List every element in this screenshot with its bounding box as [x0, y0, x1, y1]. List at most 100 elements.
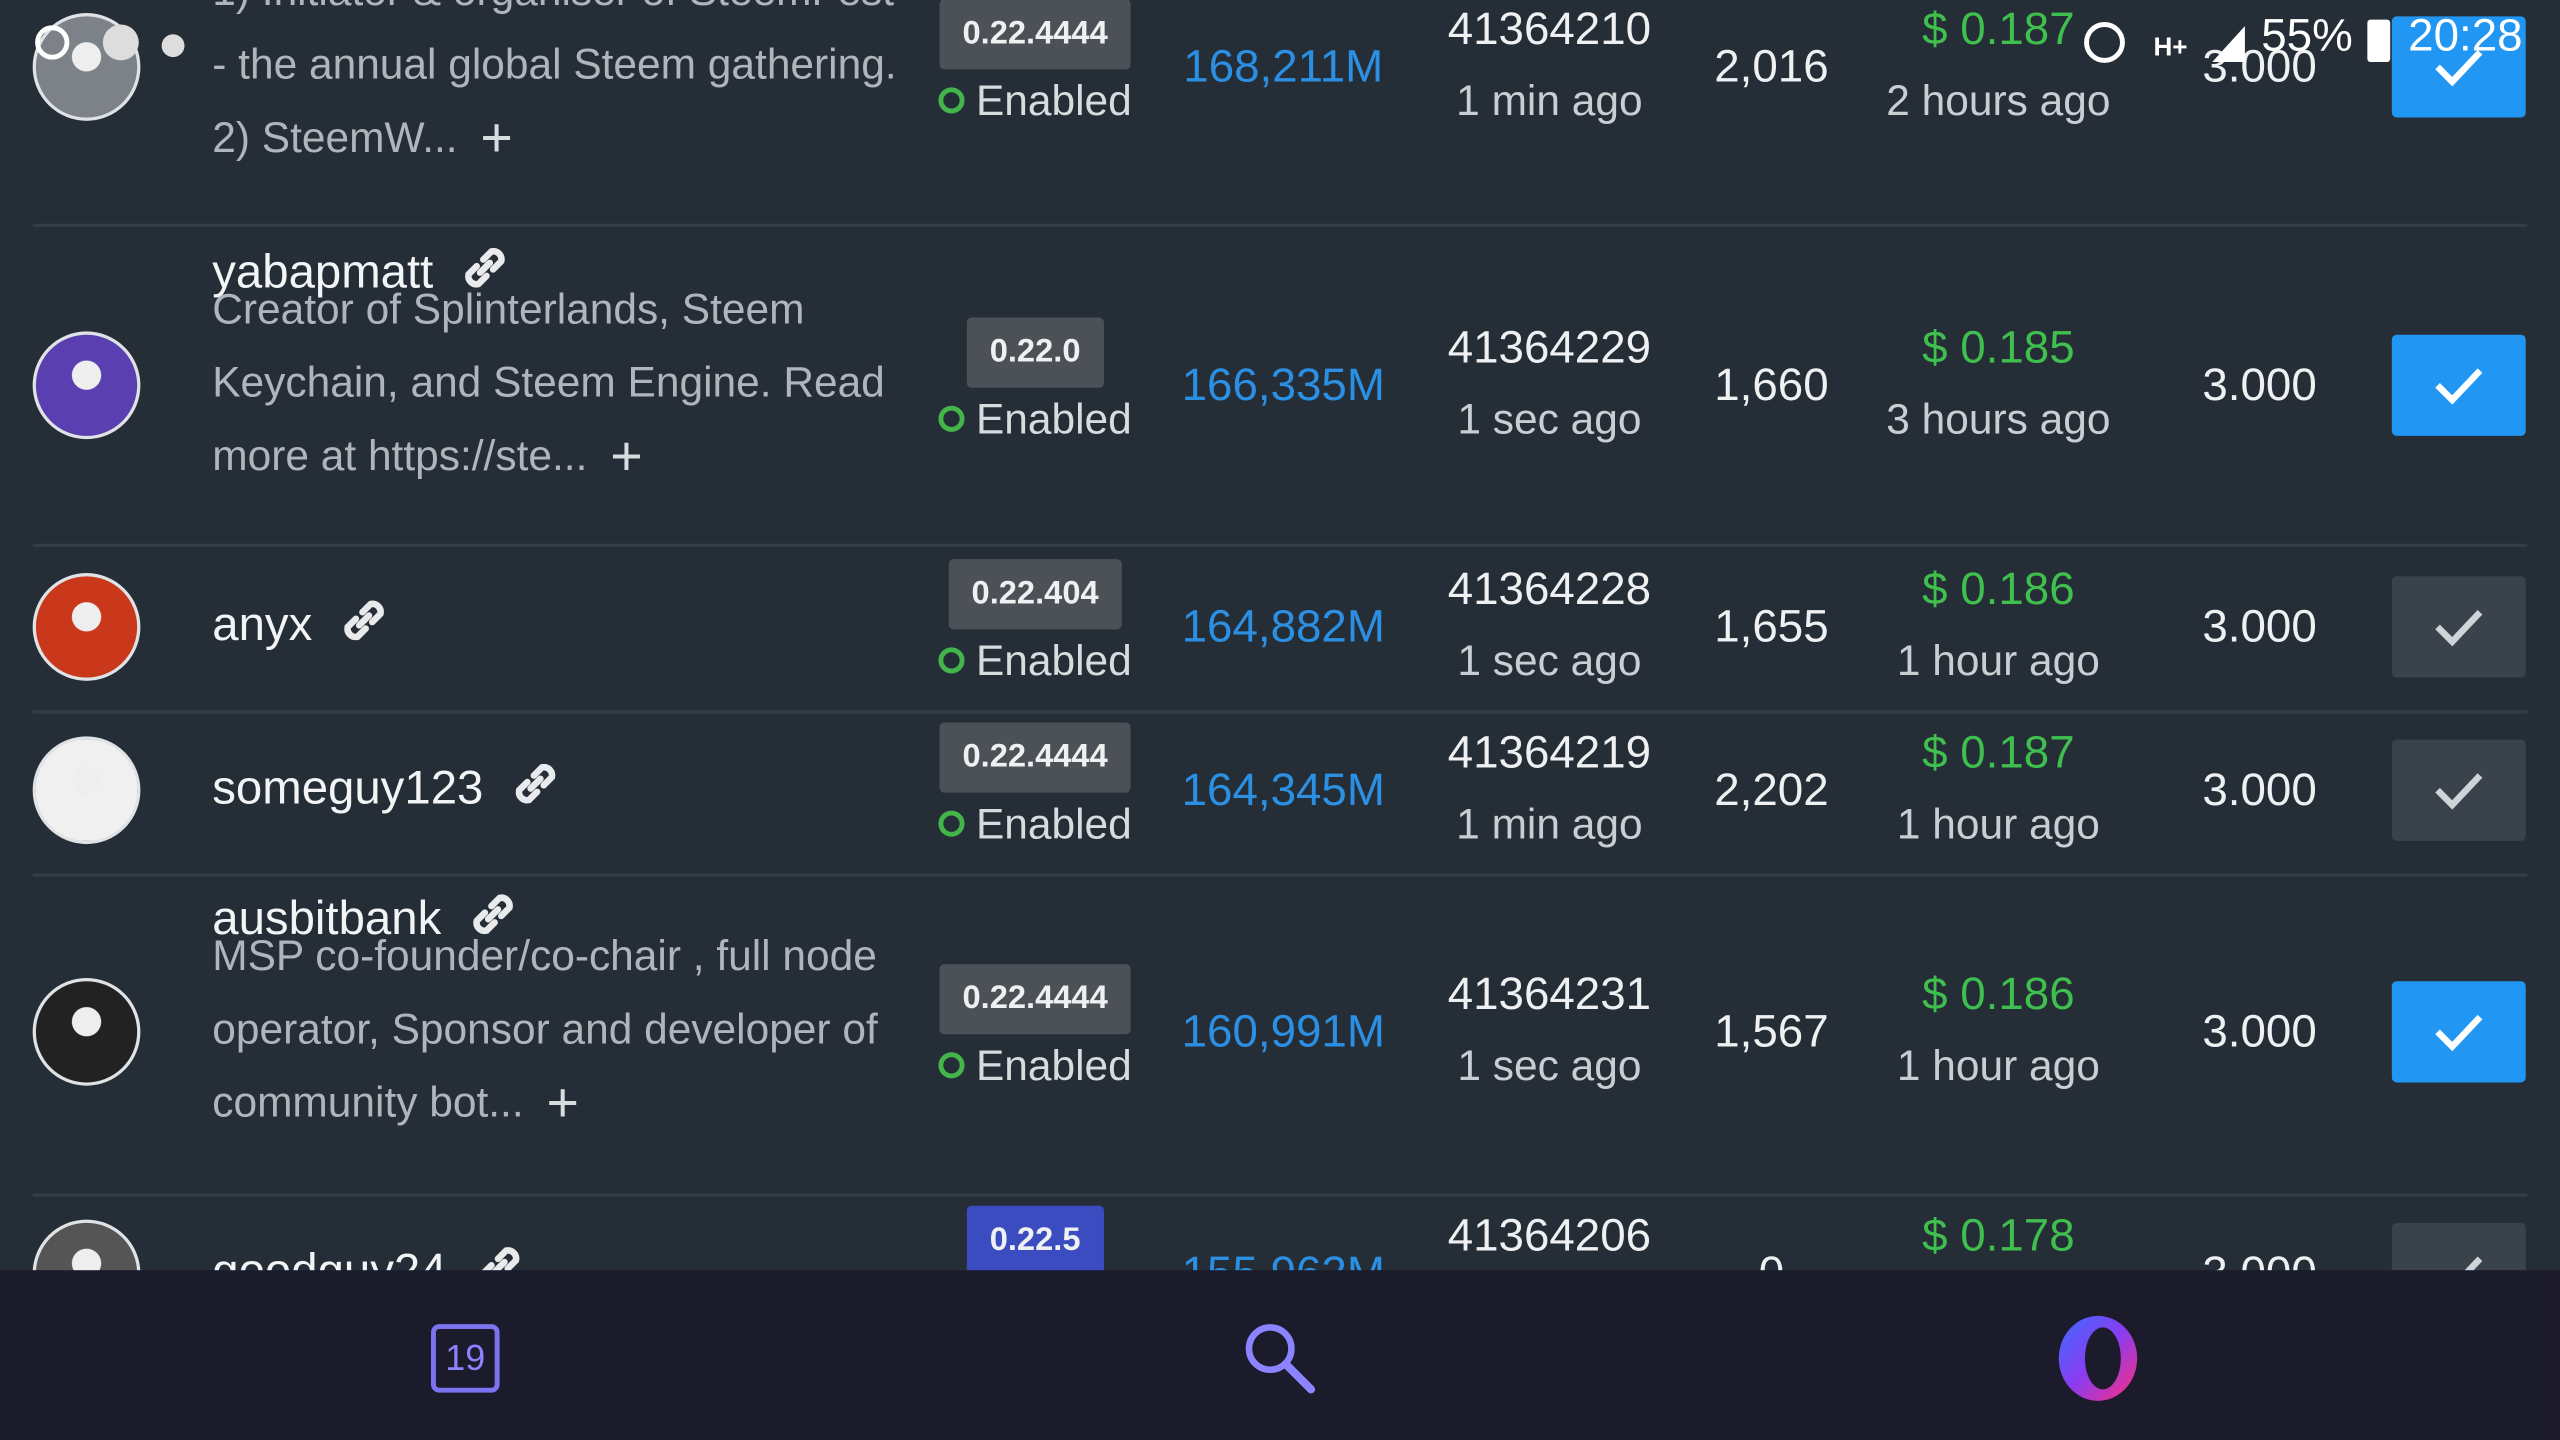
link-icon[interactable] — [464, 885, 523, 944]
witness-name: anyx — [212, 591, 394, 653]
vote-checkbox[interactable] — [2391, 334, 2526, 436]
witness-name: someguy123 — [212, 754, 565, 816]
price-time: 1 hour ago — [1896, 799, 2100, 849]
vote-checkbox[interactable] — [2391, 16, 2526, 118]
status-dot — [938, 1052, 965, 1079]
bottom-nav: 19 — [0, 1270, 2560, 1440]
row-divider — [32, 1193, 2528, 1197]
apr: 3.000 — [2202, 1005, 2317, 1057]
name-text: anyx — [212, 599, 313, 652]
clock: 20:28 — [2408, 9, 2523, 61]
version-badge: 0.22.404 — [948, 559, 1122, 630]
status-text: Enabled — [975, 75, 1132, 125]
block-time: 1 min ago — [1456, 799, 1643, 849]
battery: 55% — [2261, 9, 2353, 61]
price-time: 1 hour ago — [1896, 1040, 2100, 1090]
version-badge: 0.22.0 — [966, 317, 1104, 388]
apr: 3.000 — [2202, 600, 2317, 652]
status: Enabled — [938, 75, 1132, 127]
vote-checkbox[interactable] — [2391, 981, 2526, 1083]
missed-blocks: 1,660 — [1714, 359, 1829, 410]
witness-name: ausbitbank — [212, 885, 523, 947]
price-feed: $ 0.186 — [1922, 563, 2075, 614]
battery-icon — [2367, 19, 2391, 63]
missed-blocks: 1,655 — [1714, 600, 1829, 652]
last-block: 41364231 — [1447, 968, 1652, 1019]
vote-checkbox[interactable] — [2391, 739, 2526, 841]
status: Enabled — [938, 799, 1132, 850]
search-button[interactable] — [1241, 1319, 1319, 1397]
block-time: 1 sec ago — [1457, 635, 1642, 685]
vote-checkbox[interactable] — [2391, 576, 2526, 678]
name-text: yabapmatt — [212, 246, 434, 299]
check-mark — [2435, 368, 2483, 405]
status-dot — [938, 647, 965, 674]
price-feed: $ 0.178 — [1922, 1209, 2075, 1261]
votes: 166,335M — [1181, 359, 1385, 410]
check-mark — [2435, 50, 2483, 87]
row-divider — [32, 223, 2528, 227]
apr: 3.000 — [2202, 764, 2317, 815]
name-text: someguy123 — [212, 762, 484, 815]
name-text: ausbitbank — [212, 893, 442, 946]
last-block: 41364210 — [1447, 3, 1652, 54]
avatar — [32, 977, 141, 1086]
price-feed: $ 0.187 — [1922, 3, 2075, 54]
missed-blocks: 2,202 — [1714, 764, 1829, 815]
votes: 160,991M — [1181, 1005, 1385, 1057]
last-block: 41364206 — [1447, 1209, 1652, 1261]
expand-button[interactable]: + — [546, 1072, 579, 1135]
status-text: Enabled — [975, 799, 1132, 849]
price-time: 2 hours ago — [1886, 75, 2111, 125]
version-badge: 0.22.4444 — [939, 722, 1131, 793]
block-time: 1 min ago — [1456, 75, 1643, 125]
status-text: Enabled — [975, 635, 1132, 685]
expand-button[interactable]: + — [480, 107, 513, 170]
block-time: 1 sec ago — [1457, 394, 1642, 444]
block-time: 1 sec ago — [1457, 1040, 1642, 1090]
check-mark — [2435, 1014, 2483, 1052]
description-text: MSP co-founder/co-chair , full node oper… — [212, 930, 878, 1127]
row-divider — [32, 873, 2528, 877]
votes: 164,345M — [1181, 764, 1385, 815]
check-mark — [2435, 610, 2483, 647]
avatar — [32, 736, 141, 845]
row-divider — [32, 543, 2528, 547]
votes: 164,882M — [1181, 600, 1385, 652]
tabs-button[interactable]: 19 — [431, 1324, 500, 1393]
expand-button[interactable]: + — [610, 426, 643, 489]
avatar — [32, 331, 141, 440]
link-icon[interactable] — [335, 591, 394, 650]
description: 1) Initiator & organiser of SteemFest - … — [212, 0, 898, 176]
price-feed: $ 0.185 — [1922, 321, 2075, 373]
link-icon[interactable] — [456, 238, 515, 297]
price-feed: $ 0.186 — [1922, 968, 2075, 1019]
missed-blocks: 1,567 — [1714, 1005, 1829, 1057]
status-text: Enabled — [975, 1040, 1132, 1090]
votes: 168,211M — [1183, 40, 1384, 92]
status-dot — [938, 87, 965, 114]
description-text: Creator of Splinterlands, Steem Keychain… — [212, 284, 885, 480]
status: Enabled — [938, 635, 1132, 687]
description-text: 1) Initiator & organiser of SteemFest - … — [212, 0, 897, 162]
opera-button[interactable] — [2051, 1311, 2146, 1406]
last-block: 41364228 — [1447, 563, 1652, 614]
witness-name: yabapmatt — [212, 238, 515, 300]
status-icons — [35, 24, 185, 61]
svg-text:H+: H+ — [2153, 32, 2187, 62]
version-badge: 0.22.5 — [966, 1205, 1104, 1276]
status-icons-right: H+ — [2084, 22, 2245, 63]
avatar — [32, 573, 141, 681]
check-mark — [2435, 773, 2483, 810]
price-time: 1 hour ago — [1896, 635, 2100, 685]
row-divider — [32, 710, 2528, 714]
version-badge: 0.22.4444 — [939, 0, 1131, 70]
apr: 3.000 — [2202, 359, 2317, 410]
link-icon[interactable] — [506, 754, 565, 813]
missed-blocks: 2,016 — [1714, 40, 1829, 92]
last-block: 41364229 — [1447, 321, 1652, 373]
status-bar: H+ 55% 20:28 — [0, 0, 2560, 82]
last-block: 41364219 — [1447, 726, 1652, 778]
status-text: Enabled — [975, 394, 1132, 444]
